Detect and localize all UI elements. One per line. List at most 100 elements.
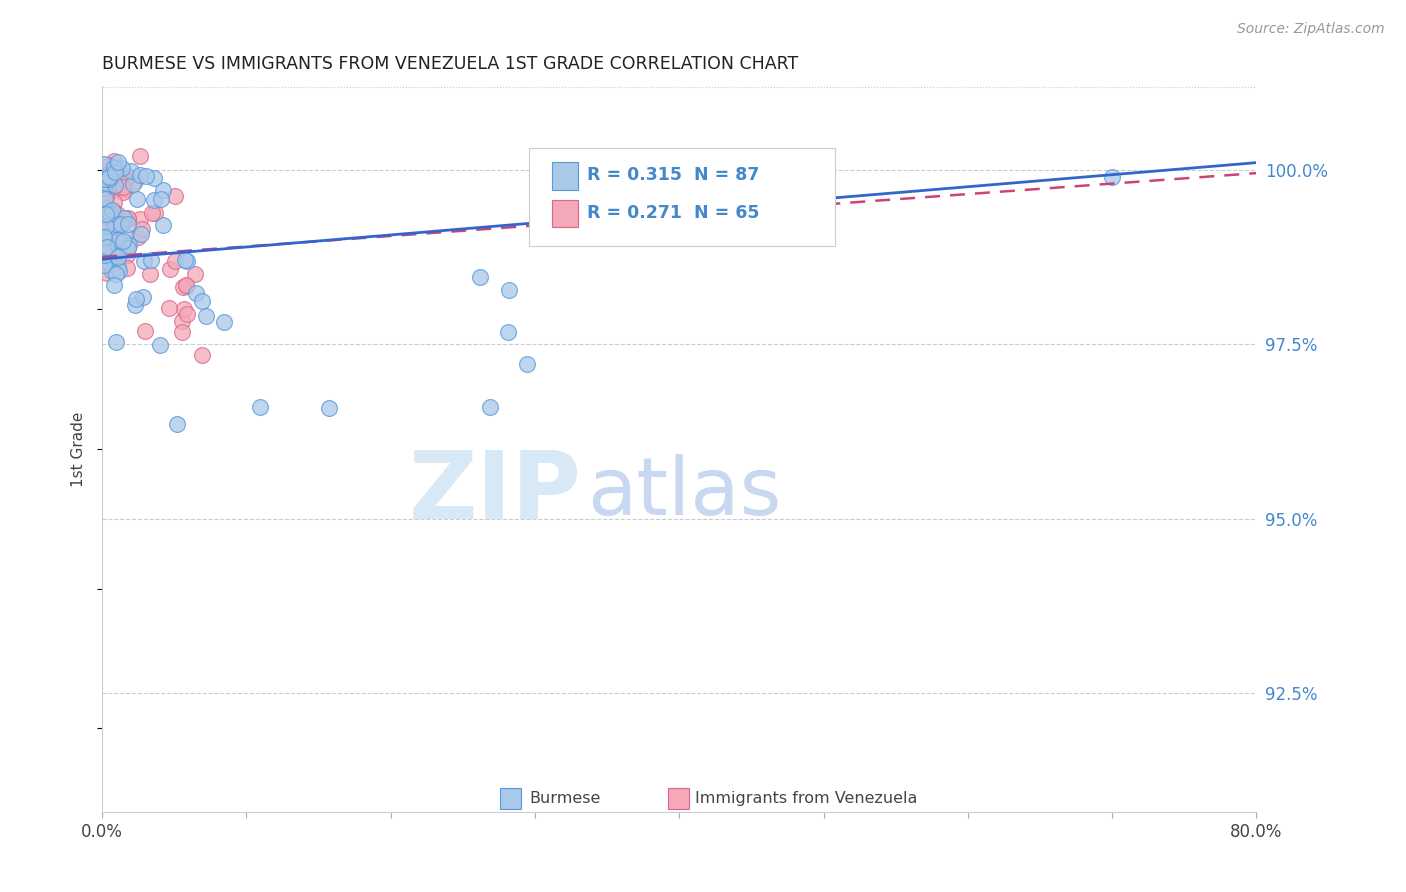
- Text: ZIP: ZIP: [408, 447, 581, 539]
- Point: [114, 171, 136, 186]
- Point: [103, 194, 125, 209]
- Point: [135, 169, 157, 184]
- Point: [94, 186, 117, 200]
- Point: [101, 182, 124, 196]
- Point: [93, 248, 115, 262]
- Point: [97, 230, 120, 244]
- Point: [131, 221, 153, 235]
- Point: [183, 268, 205, 282]
- Point: [107, 155, 129, 169]
- Point: [93, 169, 115, 184]
- Point: [93, 180, 115, 194]
- Point: [103, 254, 125, 268]
- Point: [96, 240, 118, 254]
- Point: [105, 334, 128, 349]
- Point: [124, 173, 146, 187]
- Point: [184, 285, 207, 300]
- Point: [103, 205, 125, 219]
- Point: [117, 211, 139, 225]
- Point: [93, 240, 115, 254]
- FancyBboxPatch shape: [529, 147, 835, 245]
- Point: [141, 206, 163, 220]
- Point: [100, 225, 122, 239]
- Point: [173, 302, 195, 317]
- Point: [152, 218, 174, 232]
- Point: [107, 260, 129, 274]
- Point: [157, 301, 180, 315]
- Point: [98, 202, 121, 217]
- Point: [96, 238, 118, 252]
- Point: [139, 253, 162, 268]
- Point: [107, 250, 129, 264]
- Point: [93, 255, 115, 269]
- Point: [172, 280, 194, 294]
- Point: [101, 203, 124, 218]
- Point: [117, 212, 139, 227]
- Point: [94, 219, 117, 233]
- Point: [125, 192, 148, 206]
- Point: [165, 189, 187, 203]
- Point: [101, 160, 124, 174]
- Point: [129, 168, 152, 182]
- Point: [132, 254, 155, 268]
- Point: [174, 278, 197, 293]
- Y-axis label: 1st Grade: 1st Grade: [72, 411, 86, 487]
- Point: [166, 417, 188, 431]
- Text: Immigrants from Venezuela: Immigrants from Venezuela: [696, 791, 918, 805]
- Point: [478, 400, 501, 414]
- Point: [115, 239, 138, 253]
- Text: R = 0.315  N = 87: R = 0.315 N = 87: [586, 166, 759, 184]
- Point: [103, 278, 125, 293]
- Point: [94, 202, 117, 217]
- Point: [98, 158, 121, 172]
- Point: [173, 252, 195, 267]
- Point: [105, 225, 128, 239]
- Point: [129, 227, 152, 242]
- Point: [174, 279, 197, 293]
- Point: [117, 248, 139, 262]
- Point: [94, 248, 117, 262]
- Point: [191, 348, 214, 362]
- Bar: [553, 200, 578, 227]
- Point: [143, 206, 166, 220]
- Point: [104, 267, 127, 281]
- Point: [112, 179, 135, 194]
- Point: [94, 230, 117, 244]
- Point: [149, 337, 172, 351]
- Point: [101, 249, 124, 263]
- Point: [93, 231, 115, 245]
- Point: [125, 293, 148, 307]
- Text: R = 0.271  N = 65: R = 0.271 N = 65: [586, 204, 759, 222]
- Point: [165, 254, 187, 268]
- Point: [97, 205, 120, 219]
- Point: [318, 401, 340, 415]
- Point: [112, 211, 135, 226]
- Point: [129, 211, 152, 226]
- Point: [93, 157, 115, 171]
- Point: [496, 325, 519, 339]
- Text: BURMESE VS IMMIGRANTS FROM VENEZUELA 1ST GRADE CORRELATION CHART: BURMESE VS IMMIGRANTS FROM VENEZUELA 1ST…: [103, 55, 799, 73]
- Point: [93, 253, 115, 268]
- Point: [129, 149, 152, 163]
- Point: [103, 153, 125, 168]
- Point: [115, 182, 138, 196]
- Point: [94, 176, 117, 190]
- Point: [195, 309, 218, 323]
- Point: [117, 241, 139, 255]
- Point: [93, 229, 115, 244]
- Point: [112, 185, 135, 199]
- Text: Source: ZipAtlas.com: Source: ZipAtlas.com: [1237, 22, 1385, 37]
- Point: [117, 217, 139, 231]
- Point: [97, 170, 120, 185]
- Point: [104, 178, 127, 192]
- Point: [107, 263, 129, 277]
- Point: [97, 172, 120, 186]
- Point: [101, 233, 124, 247]
- Point: [96, 201, 118, 215]
- Bar: [553, 162, 578, 190]
- Point: [176, 254, 198, 268]
- Point: [94, 209, 117, 223]
- Point: [132, 289, 155, 303]
- Point: [172, 325, 194, 339]
- Point: [97, 254, 120, 268]
